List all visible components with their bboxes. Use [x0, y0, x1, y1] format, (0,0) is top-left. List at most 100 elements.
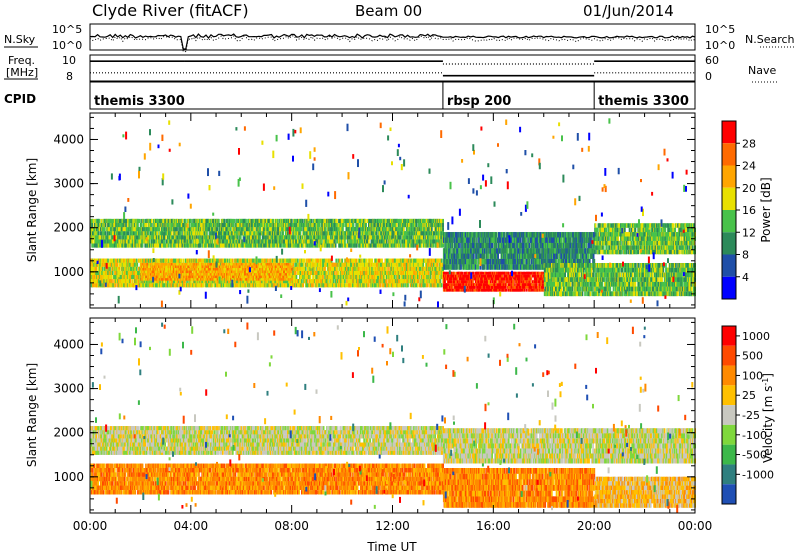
heat-cell — [141, 243, 144, 248]
heat-cell — [112, 239, 115, 244]
heat-cell — [374, 218, 377, 223]
heat-cell — [167, 235, 170, 240]
heat-cell — [238, 239, 241, 244]
heat-cell — [309, 218, 312, 223]
heat-cell — [325, 239, 328, 244]
heat-cell — [226, 235, 228, 240]
heat-cell — [330, 223, 333, 228]
heat-cell — [184, 218, 187, 223]
heat-cell — [373, 235, 376, 240]
heat-cell — [399, 235, 402, 240]
heat-cell — [433, 239, 436, 244]
heat-cell — [268, 239, 271, 244]
heat-cell — [306, 239, 309, 244]
heat-cell — [381, 243, 383, 248]
heat-cell — [259, 235, 261, 240]
heat-cell — [194, 227, 196, 232]
heat-cell — [242, 231, 245, 236]
heat-cell — [200, 239, 203, 244]
heat-cell — [93, 283, 95, 288]
heat-cell — [244, 231, 247, 236]
heat-cell — [323, 218, 326, 223]
heat-cell — [322, 239, 325, 244]
heat-cell — [144, 231, 147, 236]
heat-cell — [364, 231, 367, 236]
heat-cell — [224, 223, 226, 228]
heat-cell — [245, 218, 247, 223]
heat-cell — [139, 235, 141, 240]
heat-cell — [360, 231, 362, 236]
heat-cell — [211, 239, 214, 244]
heat-cell — [101, 270, 103, 275]
heat-cell — [410, 243, 413, 248]
heat-cell — [138, 243, 141, 248]
heat-cell — [322, 243, 324, 248]
heat-cell — [407, 218, 409, 223]
heat-cell — [109, 243, 112, 248]
heat-cell — [421, 243, 423, 248]
heat-cell — [338, 239, 340, 244]
heat-cell — [442, 223, 444, 228]
heat-cell — [139, 227, 142, 232]
heat-cell — [429, 243, 432, 248]
heat-cell — [310, 243, 312, 248]
heat-cell — [334, 223, 336, 228]
heat-cell — [216, 227, 219, 232]
heat-cell — [336, 218, 338, 223]
heat-cell — [117, 231, 120, 236]
heat-cell — [377, 243, 379, 248]
heat-cell — [97, 235, 99, 240]
heat-cell — [321, 227, 324, 232]
heat-cell — [285, 231, 287, 236]
heat-cell — [283, 243, 286, 248]
heat-cell — [176, 227, 178, 232]
heat-cell — [381, 223, 383, 228]
nsky-tick-bottom: 10^0 — [52, 39, 82, 52]
heat-cell — [320, 243, 323, 248]
heat-cell — [263, 235, 265, 240]
nsearch-series-line — [89, 35, 696, 53]
heat-cell — [135, 227, 138, 232]
heat-cell — [211, 227, 214, 232]
heat-cell — [369, 243, 372, 248]
heat-cell — [98, 243, 101, 248]
heat-cell — [291, 227, 293, 232]
heat-cell — [102, 270, 105, 275]
heat-cell — [304, 227, 307, 232]
heat-cell — [348, 227, 351, 232]
heat-cell — [442, 218, 444, 223]
heat-cell — [255, 223, 258, 228]
heat-cell — [318, 223, 321, 228]
heat-cell — [192, 231, 195, 236]
heat-cell — [314, 218, 316, 223]
heat-cell — [300, 227, 302, 232]
heat-cell — [366, 218, 369, 223]
heat-cell — [409, 223, 412, 228]
heat-cell — [104, 231, 107, 236]
heat-cell — [276, 235, 279, 240]
heat-cell — [202, 283, 205, 288]
heat-cell — [208, 218, 210, 223]
heat-cell — [147, 231, 150, 236]
heat-cell — [98, 218, 101, 223]
heat-cell — [170, 239, 172, 244]
heat-cell — [342, 218, 344, 223]
heat-cell — [334, 243, 337, 248]
heat-cell — [299, 235, 302, 240]
heat-cell — [239, 227, 241, 232]
heat-cell — [103, 227, 106, 232]
heat-cell — [266, 231, 269, 236]
heat-cell — [157, 223, 160, 228]
heat-cell — [430, 235, 432, 240]
heat-cell — [196, 235, 198, 240]
heat-cell — [403, 243, 406, 248]
heat-cell — [141, 227, 144, 232]
freq-frame — [89, 54, 696, 82]
heat-cell — [277, 231, 279, 236]
heat-cell — [227, 227, 229, 232]
heat-cell — [440, 218, 443, 223]
heat-cell — [438, 235, 441, 240]
heat-cell — [369, 218, 372, 223]
heat-cell — [131, 279, 134, 284]
heat-cell — [440, 243, 443, 248]
